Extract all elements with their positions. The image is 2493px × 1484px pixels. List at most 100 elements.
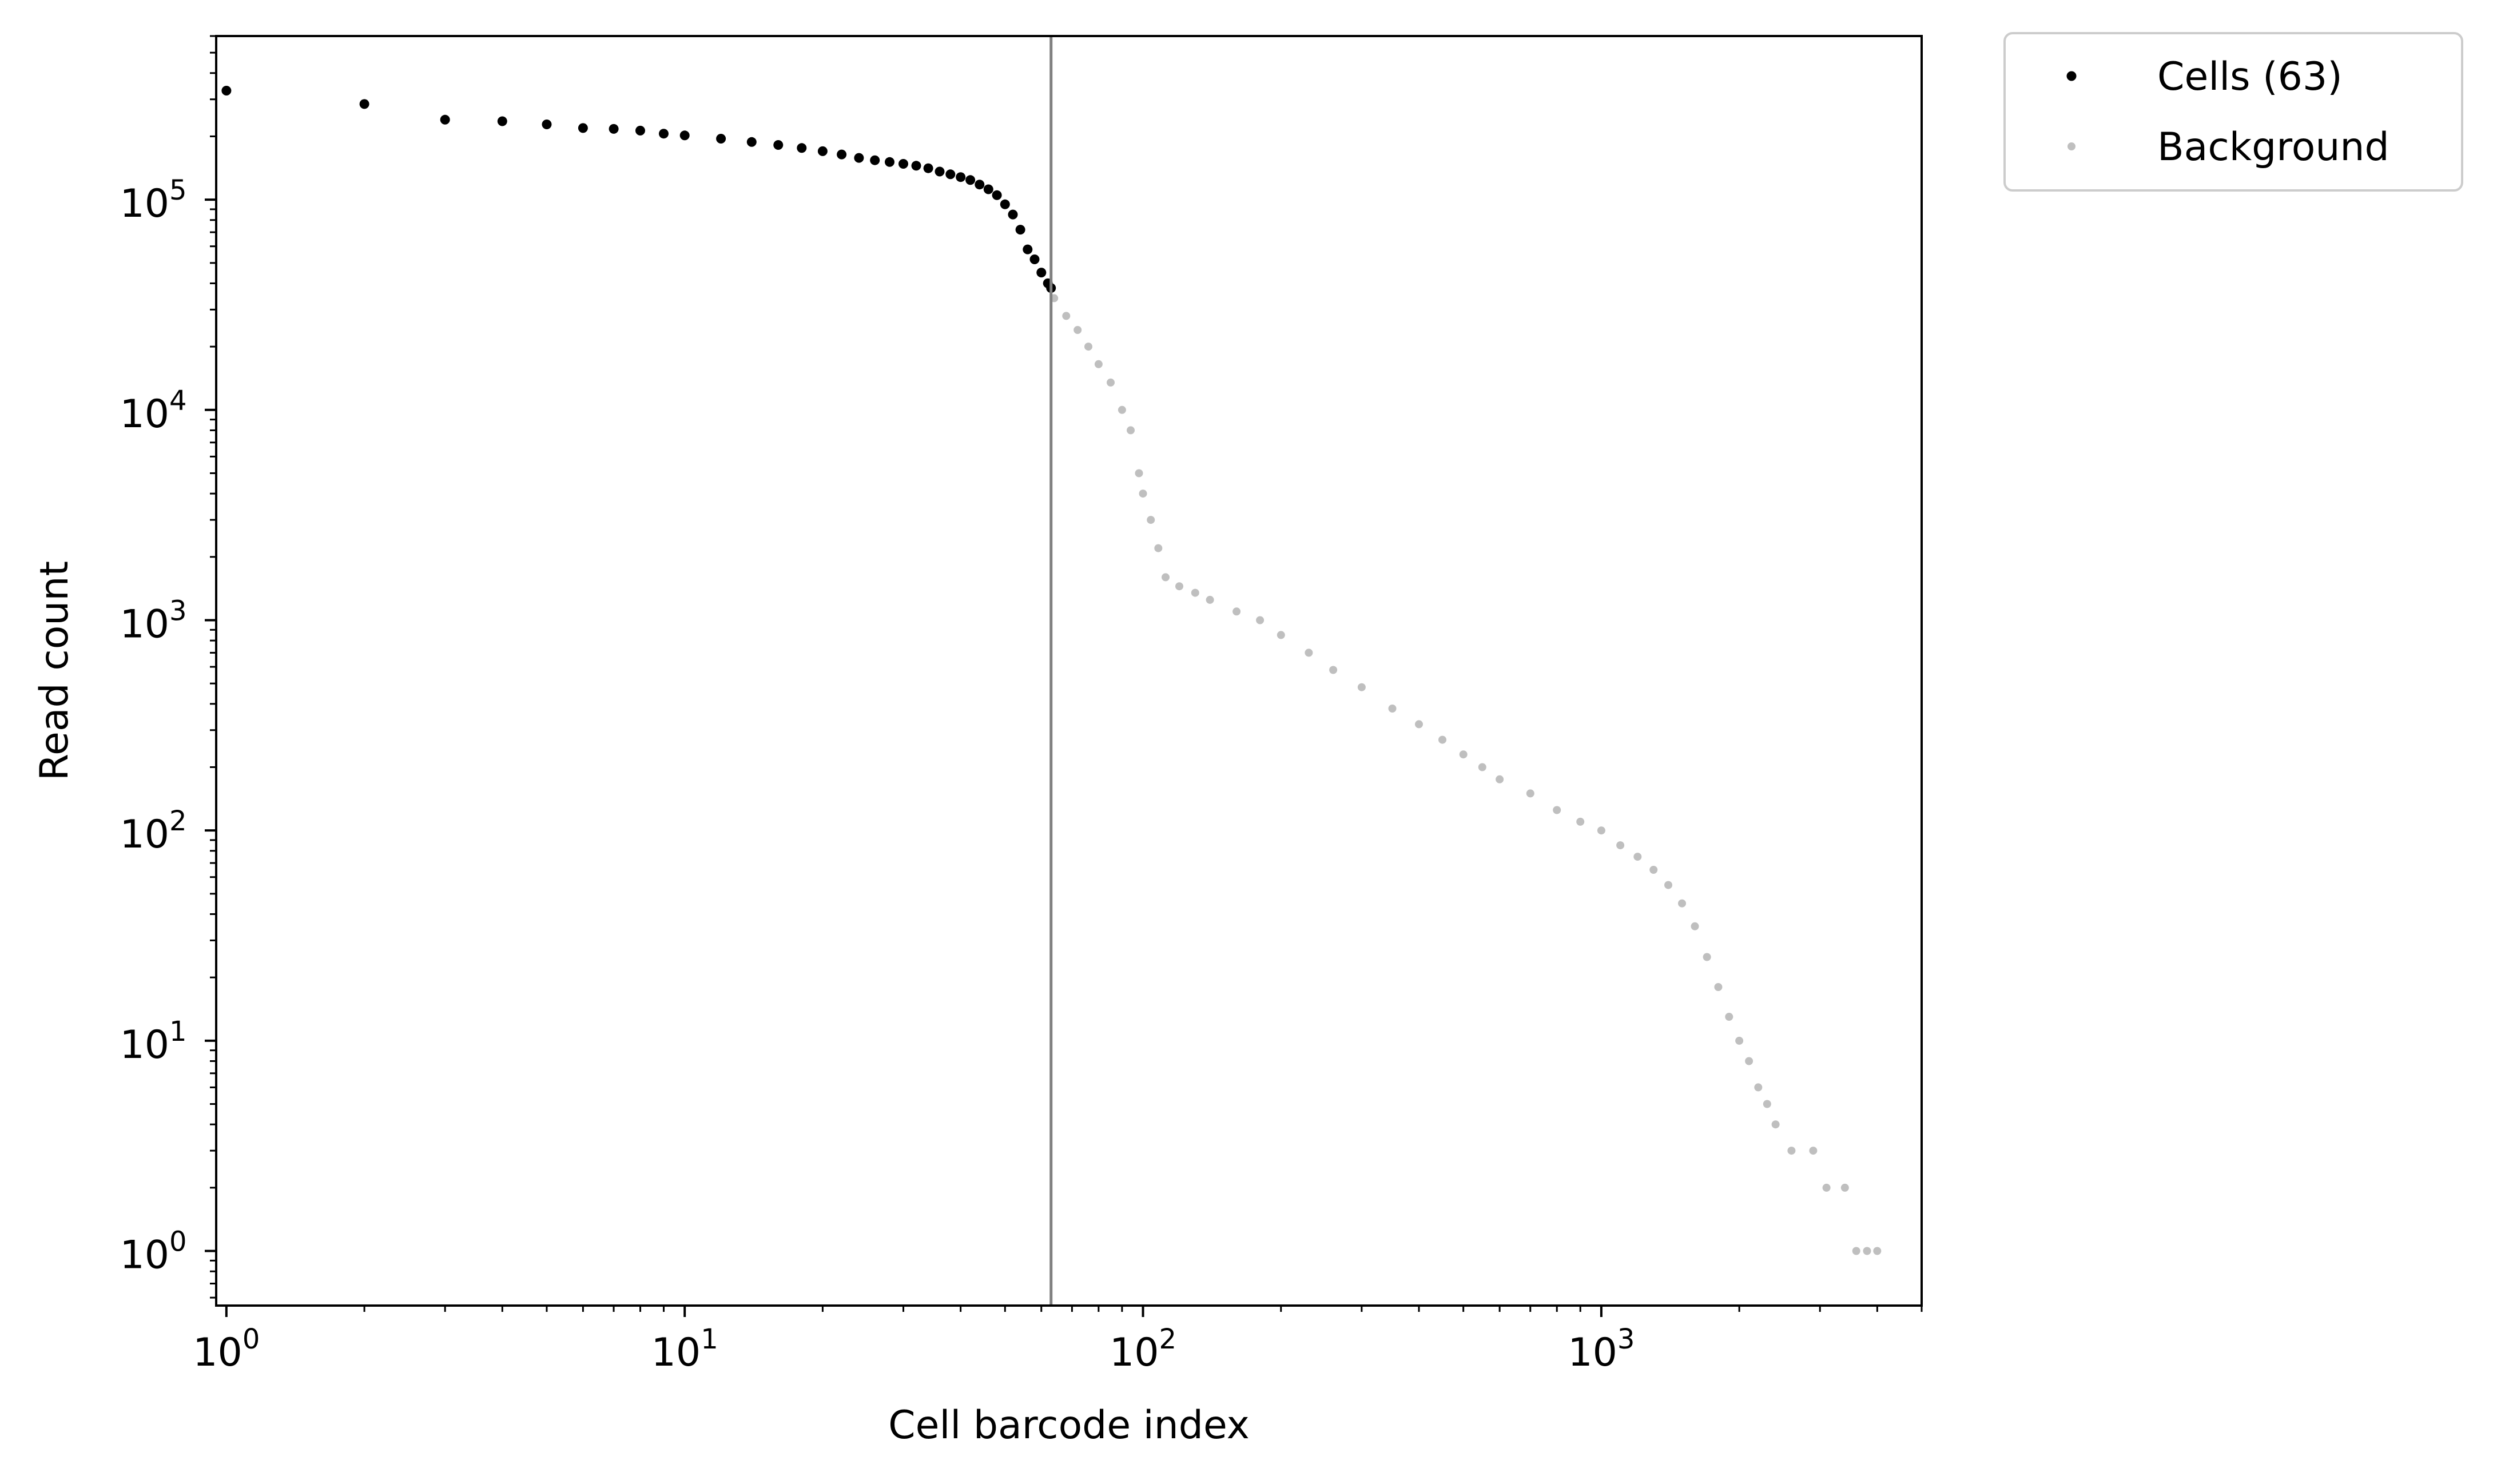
x-tick-label: 100: [193, 1323, 260, 1375]
background-point: [1526, 789, 1534, 798]
cell-point: [1000, 199, 1010, 209]
background-point: [1763, 1100, 1771, 1108]
legend-box: [2003, 32, 2463, 192]
background-point: [1616, 841, 1625, 850]
legend: Cells (63) Background: [2003, 32, 2463, 192]
background-point: [1735, 1036, 1744, 1045]
x-tick-label: 102: [1110, 1323, 1176, 1375]
background-point: [1714, 983, 1723, 991]
cell-point: [1015, 225, 1025, 235]
cell-point: [1023, 244, 1033, 254]
cell-point: [221, 86, 232, 96]
cell-point: [635, 125, 645, 136]
y-tick-label: 100: [120, 1226, 186, 1278]
background-point: [1664, 881, 1672, 889]
background-point: [1329, 666, 1338, 674]
background-point: [1062, 312, 1071, 320]
background-point: [1576, 817, 1585, 826]
background-point: [1496, 775, 1504, 783]
background-point: [1703, 953, 1711, 961]
cell-point: [1036, 268, 1047, 278]
cell-point: [956, 172, 966, 182]
cell-point: [885, 157, 894, 167]
y-tick-label: 104: [120, 385, 186, 437]
background-point: [1678, 899, 1686, 908]
legend-marker: [2067, 142, 2075, 150]
background-point: [1873, 1247, 1882, 1255]
background-point: [1191, 588, 1199, 597]
y-tick-label: 105: [120, 174, 186, 226]
background-point: [1852, 1247, 1860, 1255]
cell-point: [945, 169, 956, 180]
background-point: [1809, 1147, 1818, 1155]
cell-point: [983, 184, 993, 194]
data-points: [221, 86, 1882, 1255]
background-point: [1147, 516, 1155, 524]
background-point: [1094, 360, 1103, 368]
background-point: [1277, 631, 1285, 639]
background-point: [1553, 806, 1561, 814]
background-point: [1305, 648, 1313, 657]
y-tick-label: 102: [120, 805, 186, 857]
background-point: [1135, 469, 1143, 478]
cell-point: [797, 143, 807, 153]
background-point: [1725, 1013, 1733, 1021]
background-point: [1118, 405, 1126, 414]
cell-point: [440, 114, 450, 125]
cell-point: [609, 124, 619, 134]
y-axis-ticks: 100 101 102 103 104 105: [120, 35, 216, 1299]
cell-point: [898, 159, 908, 169]
cell-point: [854, 153, 864, 163]
background-point: [1084, 343, 1092, 351]
background-point: [1771, 1120, 1780, 1129]
x-axis-label: Cell barcode index: [888, 1403, 1250, 1448]
cell-point: [870, 155, 880, 165]
background-point: [1357, 683, 1366, 691]
background-point: [1754, 1083, 1763, 1092]
cell-point: [359, 99, 369, 109]
background-point: [1438, 735, 1446, 744]
cell-point: [497, 116, 507, 126]
plot-frame: [215, 35, 1923, 1307]
cell-point: [923, 163, 933, 173]
background-point: [1232, 607, 1241, 616]
background-point: [1597, 826, 1605, 835]
background-point: [1822, 1183, 1831, 1192]
cell-point: [911, 161, 921, 171]
background-point: [1863, 1247, 1871, 1255]
background-point: [1127, 426, 1135, 435]
cell-point: [679, 130, 690, 141]
background-point: [1107, 378, 1115, 387]
x-axis-ticks: 100 101 102 103: [193, 1306, 1923, 1375]
background-point: [1745, 1057, 1754, 1065]
cell-point: [935, 166, 945, 177]
cell-point: [716, 134, 726, 144]
cell-point: [992, 190, 1002, 200]
background-point: [1175, 582, 1183, 591]
y-tick-label: 103: [120, 595, 186, 647]
legend-entry-label: Cells (63): [2157, 54, 2343, 100]
cell-point: [1029, 254, 1040, 264]
x-tick-label: 103: [1568, 1323, 1635, 1375]
background-point: [1633, 853, 1642, 861]
background-point: [1415, 720, 1423, 729]
background-point: [1162, 573, 1170, 582]
background-point: [1154, 544, 1163, 552]
cell-point: [965, 175, 976, 185]
cell-point: [746, 137, 757, 147]
cell-point: [975, 180, 985, 190]
background-point: [1649, 866, 1658, 874]
background-point: [1256, 616, 1265, 624]
background-point: [1691, 922, 1699, 930]
cell-point: [578, 123, 588, 133]
background-point: [1139, 490, 1147, 498]
y-axis-label: Read count: [32, 561, 77, 781]
cell-point: [542, 120, 552, 129]
x-tick-label: 101: [651, 1323, 718, 1375]
cell-point: [1008, 209, 1018, 220]
legend-marker: [2066, 71, 2077, 81]
background-point: [1388, 705, 1397, 713]
background-point: [1478, 763, 1486, 771]
background-point: [1459, 750, 1468, 759]
